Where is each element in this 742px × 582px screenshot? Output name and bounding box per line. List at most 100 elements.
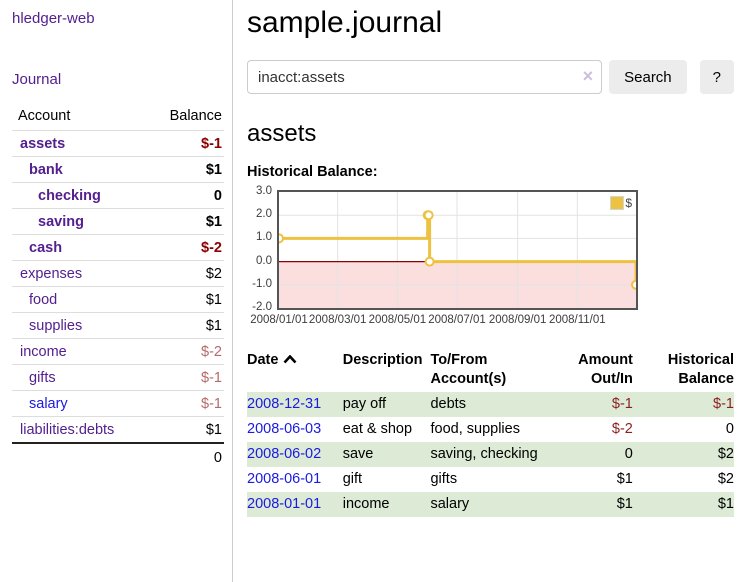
- transaction-row: 2008-06-02 save saving, checking 0 $2: [247, 442, 734, 467]
- sidebar-account-link[interactable]: supplies: [29, 317, 83, 334]
- account-row: food $1: [12, 287, 224, 313]
- main-content: sample.journal × Search ? assets Histori…: [233, 0, 742, 582]
- x-axis-tick-label: 2008/03/01: [308, 314, 367, 326]
- y-axis-tick-label: 2.0: [256, 208, 272, 221]
- sidebar-account-link[interactable]: cash: [29, 239, 63, 256]
- account-row: income $-2: [12, 339, 224, 365]
- sort-asc-icon: [283, 354, 297, 364]
- sidebar-account-link[interactable]: food: [29, 291, 58, 308]
- txn-accounts: gifts: [430, 471, 458, 487]
- txn-accounts: food, supplies: [430, 421, 520, 437]
- transaction-date-link[interactable]: 2008-06-03: [247, 421, 322, 437]
- transaction-date-link[interactable]: 2008-06-01: [247, 471, 322, 487]
- x-axis-tick-label: 2008/11/01: [548, 314, 606, 326]
- account-row: assets $-1: [12, 131, 224, 157]
- accounts-total-row: 0: [12, 442, 224, 471]
- txn-balance: $1: [717, 496, 734, 512]
- accounts-column-header: Account: [12, 104, 147, 131]
- sidebar-account-link[interactable]: checking: [38, 187, 101, 204]
- txn-accounts: saving, checking: [430, 446, 538, 462]
- account-row: gifts $-1: [12, 365, 224, 391]
- txn-balance: 0: [725, 421, 734, 437]
- app-title-link[interactable]: hledger-web: [12, 10, 95, 27]
- txn-column-header: Amount Out/In: [578, 352, 633, 387]
- account-row: cash $-2: [12, 235, 224, 261]
- search-box: ×: [247, 60, 603, 94]
- transaction-row: 2008-12-31 pay off debts $-1 $-1: [247, 392, 734, 417]
- account-balance: $-1: [201, 135, 222, 152]
- txn-description: income: [342, 496, 390, 512]
- txn-amount: $1: [616, 496, 633, 512]
- sidebar-account-link[interactable]: salary: [29, 395, 68, 412]
- txn-amount: 0: [624, 446, 633, 462]
- account-balance: $1: [205, 421, 222, 438]
- account-balance: $1: [205, 213, 222, 230]
- account-balance: $-1: [201, 369, 222, 386]
- sidebar-account-link[interactable]: saving: [38, 213, 84, 230]
- chart-legend: $: [610, 196, 632, 210]
- txn-accounts: debts: [430, 396, 466, 412]
- clear-search-icon[interactable]: ×: [582, 66, 594, 86]
- txn-column-header: Historical Balance: [667, 352, 734, 387]
- txn-description: eat & shop: [342, 421, 413, 437]
- txn-amount: $-1: [611, 396, 633, 412]
- sidebar: hledger-web Journal Account Balance asse…: [0, 0, 233, 582]
- account-row: expenses $2: [12, 261, 224, 287]
- txn-balance: $-1: [713, 396, 734, 412]
- txn-column-header: Description: [342, 352, 423, 368]
- legend-swatch: [610, 196, 625, 210]
- sidebar-account-link[interactable]: expenses: [20, 265, 83, 282]
- transactions-table: Date Description To/From Account(s) Amount …: [247, 348, 734, 517]
- account-row: checking 0: [12, 183, 224, 209]
- y-axis-tick-label: -2.0: [252, 301, 272, 313]
- sidebar-account-link[interactable]: liabilities:debts: [20, 421, 115, 438]
- account-balance: $-2: [201, 343, 222, 360]
- txn-column-header[interactable]: Date: [247, 348, 343, 392]
- account-heading: assets: [247, 120, 317, 147]
- legend-label: $: [625, 196, 632, 210]
- historical-balance-chart: $ 3.0 2.0 1.0 0.0 -1.0 -2.0 2008/01/01 2008/03/…: [247, 185, 734, 330]
- x-axis-tick-label: 2008/07/01: [428, 314, 486, 326]
- balance-column-header: Balance: [146, 104, 224, 131]
- sidebar-account-link[interactable]: gifts: [29, 369, 56, 386]
- transaction-date-link[interactable]: 2008-01-01: [247, 496, 322, 512]
- txn-amount: $-2: [611, 421, 633, 437]
- sidebar-account-link[interactable]: bank: [29, 161, 63, 178]
- search-button[interactable]: Search: [609, 60, 687, 94]
- x-axis-tick-label: 2008/09/01: [488, 314, 547, 326]
- account-balance: $2: [205, 265, 222, 282]
- accounts-total-value: 0: [146, 442, 224, 471]
- account-row: liabilities:debts $1: [12, 417, 224, 443]
- x-axis-tick-label: 2008/05/01: [368, 314, 427, 326]
- y-axis-tick-label: -1.0: [252, 277, 272, 290]
- chart-plot-area: $: [277, 190, 638, 310]
- transaction-date-link[interactable]: 2008-12-31: [247, 396, 322, 412]
- account-balance: 0: [213, 187, 222, 204]
- transaction-date-link[interactable]: 2008-06-02: [247, 446, 322, 462]
- search-input[interactable]: [247, 60, 603, 94]
- y-axis-tick-label: 3.0: [256, 185, 272, 197]
- txn-description: save: [342, 446, 374, 462]
- y-axis-tick-label: 1.0: [256, 231, 272, 244]
- txn-accounts: salary: [430, 496, 470, 512]
- help-button[interactable]: ?: [699, 60, 734, 94]
- sidebar-account-link[interactable]: income: [20, 343, 67, 360]
- txn-column-header: To/From Account(s): [430, 352, 507, 387]
- sidebar-account-link[interactable]: assets: [20, 135, 66, 152]
- y-axis-tick-label: 0.0: [256, 254, 272, 267]
- account-row: supplies $1: [12, 313, 224, 339]
- sidebar-item-journal[interactable]: Journal: [12, 71, 62, 88]
- account-balance: $-1: [201, 395, 222, 412]
- account-balance: $-2: [201, 239, 222, 256]
- txn-balance: $2: [717, 471, 734, 487]
- account-balance: $1: [205, 317, 222, 334]
- account-row: saving $1: [12, 209, 224, 235]
- account-row: bank $1: [12, 157, 224, 183]
- transaction-row: 2008-06-03 eat & shop food, supplies $-2 0: [247, 417, 734, 442]
- account-row: salary $-1: [12, 391, 224, 417]
- page-title: sample.journal: [247, 6, 443, 39]
- chart-canvas: [279, 192, 636, 308]
- accounts-table: Account Balance assets $-1 bank $1 checking 0…: [12, 104, 224, 471]
- txn-description: pay off: [342, 396, 386, 412]
